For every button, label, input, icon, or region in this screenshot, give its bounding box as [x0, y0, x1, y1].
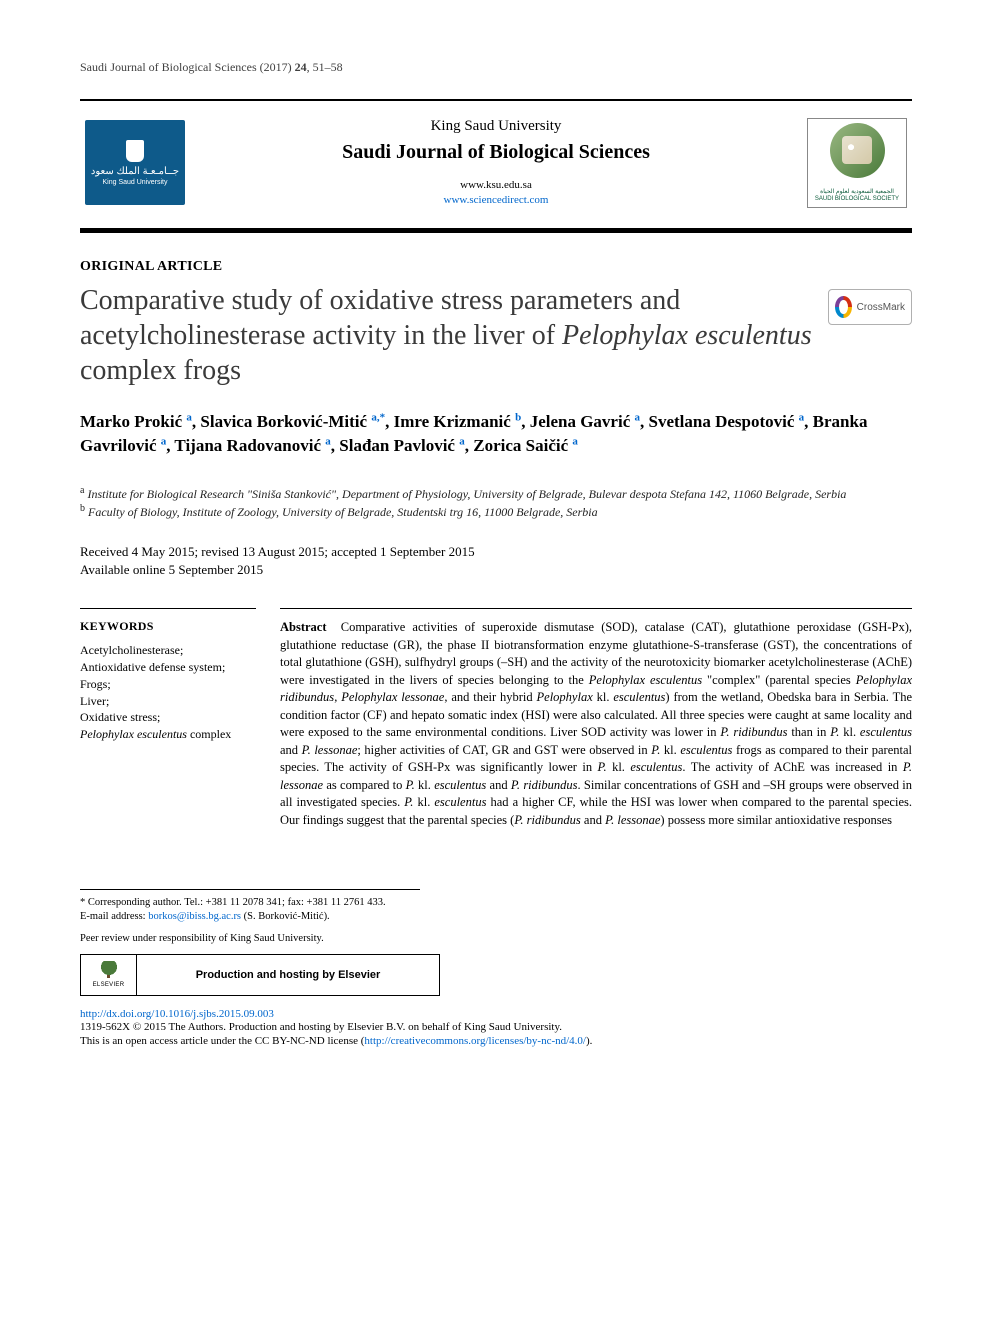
ksau-logo: جــامـعـة الملك سعود King Saud Universit…	[85, 120, 185, 205]
elsevier-tree-icon	[98, 961, 120, 981]
elsevier-logo: ELSEVIER	[81, 955, 137, 995]
journal-name: Saudi Journal of Biological Sciences	[190, 141, 802, 164]
sbs-english: SAUDI BIOLOGICAL SOCIETY	[815, 196, 899, 202]
running-header-volume: 24	[295, 60, 307, 74]
publisher-logo-left: جــامـعـة الملك سعود King Saud Universit…	[80, 115, 190, 210]
article-history: Received 4 May 2015; revised 13 August 2…	[80, 543, 912, 578]
article-type-label: ORIGINAL ARTICLE	[80, 259, 912, 275]
journal-url-sciencedirect[interactable]: www.sciencedirect.com	[444, 194, 549, 206]
crossmark-icon	[835, 296, 852, 318]
keywords-rule	[80, 608, 256, 609]
doi-link[interactable]: http://dx.doi.org/10.1016/j.sjbs.2015.09…	[80, 1008, 274, 1020]
peer-review-note: Peer review under responsibility of King…	[80, 933, 912, 944]
ksau-english-text: King Saud University	[103, 179, 168, 186]
license-after: ).	[586, 1035, 592, 1047]
keywords-list: Acetylcholinesterase;Antioxidative defen…	[80, 642, 256, 743]
sbs-text: الجمعية السعودية لعلوم الحياة SAUDI BIOL…	[815, 189, 899, 202]
article-title: Comparative study of oxidative stress pa…	[80, 283, 812, 388]
email-line: E-mail address: borkos@ibiss.bg.ac.rs (S…	[80, 910, 420, 924]
sbs-ibex-icon	[842, 136, 872, 164]
crossmark-label: CrossMark	[857, 302, 905, 313]
affiliation-a: a Institute for Biological Research "Sin…	[80, 484, 912, 503]
email-label: E-mail address:	[80, 911, 148, 922]
author-list: Marko Prokić a, Slavica Borković-Mitić a…	[80, 410, 912, 458]
affiliations: a Institute for Biological Research "Sin…	[80, 484, 912, 522]
hosting-box: ELSEVIER Production and hosting by Elsev…	[80, 954, 440, 996]
history-online: Available online 5 September 2015	[80, 561, 912, 579]
journal-urls: www.ksu.edu.sa www.sciencedirect.com	[190, 178, 802, 207]
email-person: (S. Borković-Mitić).	[241, 911, 330, 922]
abstract-label: Abstract	[280, 620, 327, 634]
sbs-arabic: الجمعية السعودية لعلوم الحياة	[820, 189, 894, 195]
copyright-block: 1319-562X © 2015 The Authors. Production…	[80, 1020, 912, 1049]
crossmark-badge[interactable]: CrossMark	[828, 289, 912, 325]
affiliation-b-text: Faculty of Biology, Institute of Zoology…	[88, 505, 598, 519]
page: Saudi Journal of Biological Sciences (20…	[0, 0, 992, 1088]
university-name: King Saud University	[190, 118, 802, 135]
sbs-logo: الجمعية السعودية لعلوم الحياة SAUDI BIOL…	[807, 118, 907, 208]
corr-author-text: Corresponding author. Tel.: +381 11 2078…	[88, 897, 386, 908]
ksau-shield-icon	[126, 140, 144, 162]
copyright-line1: 1319-562X © 2015 The Authors. Production…	[80, 1020, 912, 1034]
publisher-logo-right: الجمعية السعودية لعلوم الحياة SAUDI BIOL…	[802, 115, 912, 210]
sbs-circle-icon	[830, 123, 885, 178]
copyright-line2: This is an open access article under the…	[80, 1034, 912, 1048]
masthead: جــامـعـة الملك سعود King Saud Universit…	[80, 99, 912, 233]
running-header: Saudi Journal of Biological Sciences (20…	[80, 60, 912, 75]
footnotes: * Corresponding author. Tel.: +381 11 20…	[80, 889, 420, 924]
license-link[interactable]: http://creativecommons.org/licenses/by-n…	[364, 1035, 586, 1047]
history-received: Received 4 May 2015; revised 13 August 2…	[80, 543, 912, 561]
keywords-abstract-row: KEYWORDS Acetylcholinesterase;Antioxidat…	[80, 608, 912, 829]
masthead-center: King Saud University Saudi Journal of Bi…	[190, 118, 802, 207]
affiliation-b: b Faculty of Biology, Institute of Zoolo…	[80, 502, 912, 521]
keywords-column: KEYWORDS Acetylcholinesterase;Antioxidat…	[80, 608, 280, 829]
running-header-pages: , 51–58	[307, 60, 343, 74]
license-before: This is an open access article under the…	[80, 1035, 364, 1047]
abstract-column: Abstract Comparative activities of super…	[280, 608, 912, 829]
elsevier-text: ELSEVIER	[93, 982, 125, 988]
doi-line: http://dx.doi.org/10.1016/j.sjbs.2015.09…	[80, 1008, 912, 1020]
abstract-text: Comparative activities of superoxide dis…	[280, 620, 912, 827]
ksau-arabic-text: جــامـعـة الملك سعود	[91, 166, 179, 177]
running-header-journal: Saudi Journal of Biological Sciences (20…	[80, 60, 295, 74]
journal-url-ksu: www.ksu.edu.sa	[460, 179, 532, 191]
title-row: Comparative study of oxidative stress pa…	[80, 283, 912, 410]
keywords-heading: KEYWORDS	[80, 619, 256, 634]
affiliation-a-text: Institute for Biological Research "Siniš…	[87, 487, 846, 501]
corresponding-author: * Corresponding author. Tel.: +381 11 20…	[80, 896, 420, 910]
abstract-rule	[280, 608, 912, 609]
hosting-text: Production and hosting by Elsevier	[137, 969, 439, 981]
email-link[interactable]: borkos@ibiss.bg.ac.rs	[148, 911, 241, 922]
